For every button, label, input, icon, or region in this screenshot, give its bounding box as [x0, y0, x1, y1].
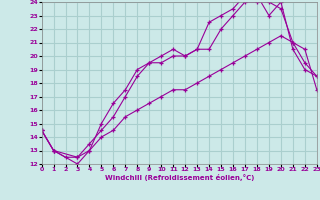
X-axis label: Windchill (Refroidissement éolien,°C): Windchill (Refroidissement éolien,°C) [105, 174, 254, 181]
